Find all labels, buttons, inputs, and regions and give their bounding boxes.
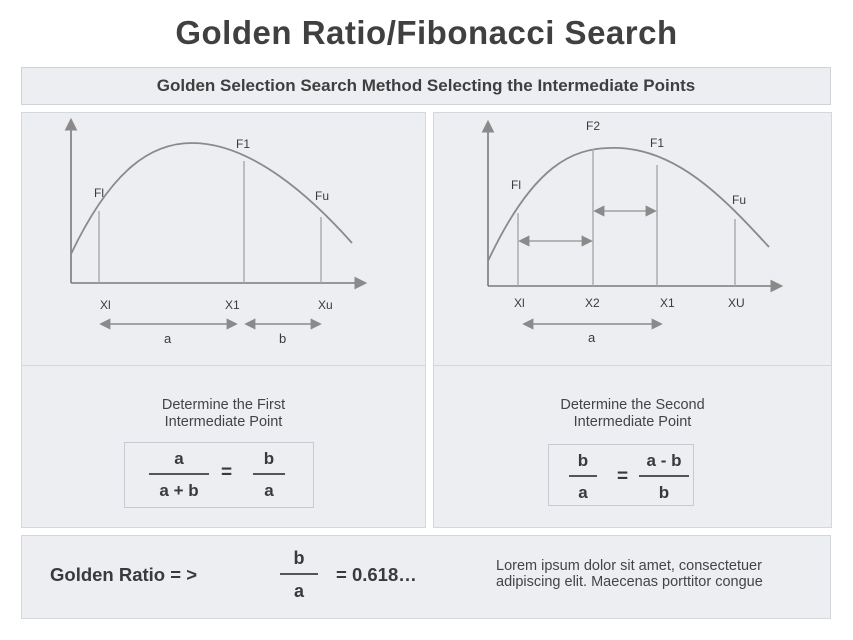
left-lhs-num: a xyxy=(174,449,184,468)
right-formula-box: b a = a - b b xyxy=(548,444,694,506)
label-x2: X2 xyxy=(585,296,600,310)
left-rhs-bar xyxy=(253,473,285,475)
subtitle-text: Golden Selection Search Method Selecting… xyxy=(156,76,696,95)
left-formula-box: a a + b = b a xyxy=(124,442,314,508)
label-xl: Xl xyxy=(514,296,525,310)
right-panel: Fl F2 F1 Fu Xl X2 X1 XU a Determine the … xyxy=(433,112,832,528)
label-fl: Fl xyxy=(511,178,521,192)
left-caption: Determine the First Intermediate Point xyxy=(22,397,425,431)
golden-ratio-den: a xyxy=(293,580,304,601)
golden-ratio-bar: Golden Ratio = > b a = 0.618… Lorem ipsu… xyxy=(21,535,831,619)
golden-ratio-fraction: b a xyxy=(280,548,318,602)
subtitle-bar: Golden Selection Search Method Selecting… xyxy=(21,67,831,105)
golden-ratio-label: Golden Ratio = > xyxy=(50,564,197,585)
left-lhs-den: a + b xyxy=(159,480,199,500)
page-title: Golden Ratio/Fibonacci Search xyxy=(175,14,678,51)
right-caption-line2: Intermediate Point xyxy=(573,414,692,430)
left-equals: = xyxy=(221,462,233,483)
right-graph: Fl F2 F1 Fu Xl X2 X1 XU a xyxy=(481,119,784,345)
right-rhs-num: a - b xyxy=(646,451,682,470)
label-f1: F1 xyxy=(236,137,250,151)
right-equals: = xyxy=(617,466,629,487)
right-lhs-den: a xyxy=(578,482,588,502)
label-x1: X1 xyxy=(225,298,240,312)
golden-ratio-bar-line xyxy=(280,573,318,575)
left-panel: Fl F1 Fu Xl X1 Xu a b Determine the Firs… xyxy=(21,112,426,528)
left-rhs-num: b xyxy=(263,449,275,468)
golden-ratio-num: b xyxy=(293,548,305,568)
right-lhs-bar xyxy=(569,475,597,477)
label-x1: X1 xyxy=(660,296,675,310)
function-curve xyxy=(487,147,770,262)
label-f2: F2 xyxy=(586,119,600,133)
left-lhs-bar xyxy=(149,473,209,475)
label-a: a xyxy=(588,330,596,345)
label-xu: XU xyxy=(728,296,745,310)
left-caption-line2: Intermediate Point xyxy=(164,414,283,430)
label-fl: Fl xyxy=(94,186,104,200)
label-xu: Xu xyxy=(318,298,333,312)
right-rhs-den: b xyxy=(658,482,670,502)
left-panel-divider xyxy=(22,365,425,366)
right-frac-rhs: a - b b xyxy=(639,451,689,503)
right-lhs-num: b xyxy=(577,451,589,470)
left-rhs-den: a xyxy=(264,480,274,500)
label-b: b xyxy=(279,331,286,346)
left-frac-lhs: a a + b xyxy=(149,449,209,501)
label-a: a xyxy=(164,331,172,346)
label-f1: F1 xyxy=(650,136,664,150)
right-frac-lhs: b a xyxy=(569,451,597,503)
lorem-text: Lorem ipsum dolor sit amet, consectetuer… xyxy=(496,558,763,590)
right-rhs-bar xyxy=(639,475,689,477)
left-graph: Fl F1 Fu Xl X1 Xu a b xyxy=(64,117,368,346)
right-panel-divider xyxy=(434,365,831,366)
right-caption: Determine the Second Intermediate Point xyxy=(434,397,831,431)
golden-ratio-value: = 0.618… xyxy=(336,564,417,585)
label-fu: Fu xyxy=(315,189,329,203)
left-caption-line1: Determine the First xyxy=(161,397,286,413)
label-xl: Xl xyxy=(100,298,111,312)
label-fu: Fu xyxy=(732,193,746,207)
right-caption-line1: Determine the Second xyxy=(560,397,705,413)
left-frac-rhs: b a xyxy=(253,449,285,501)
function-curve xyxy=(70,142,353,255)
